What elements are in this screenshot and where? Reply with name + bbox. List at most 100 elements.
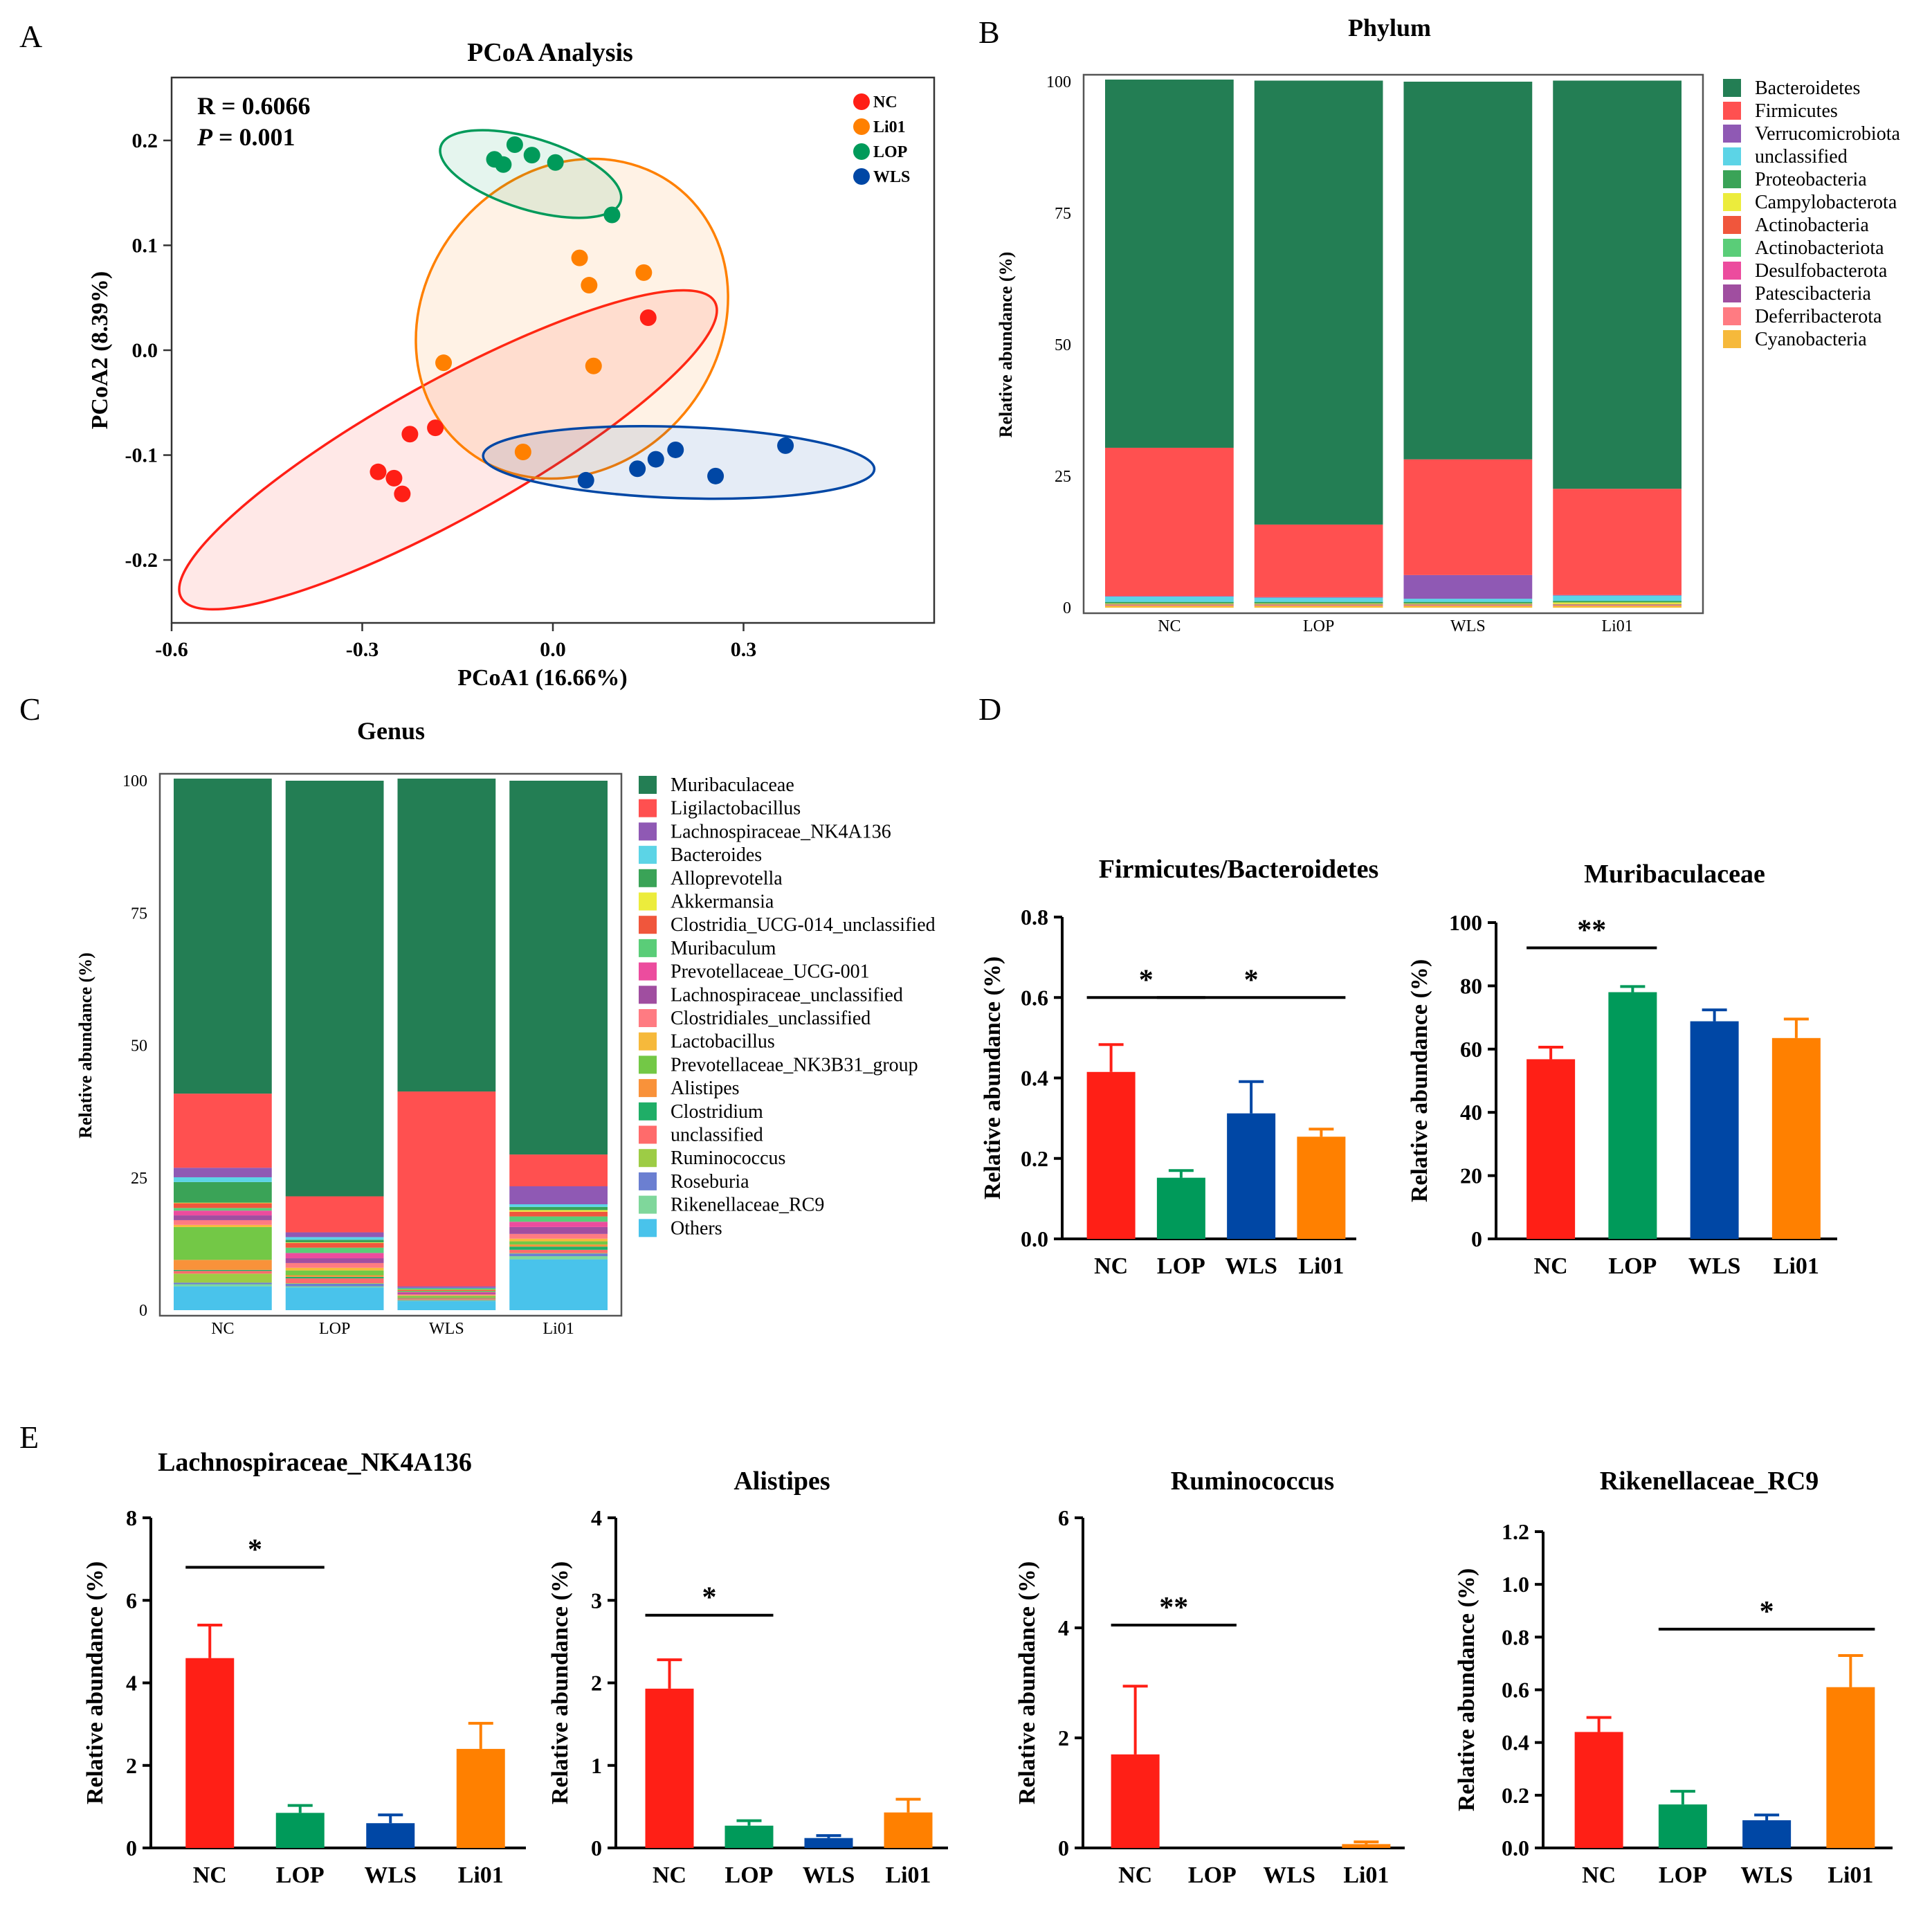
alistipes-y-tick-label: 1 xyxy=(591,1753,602,1778)
phylum-bar-wls-unclassified xyxy=(1403,599,1533,602)
pcoa-ellipse-nc xyxy=(178,289,718,611)
genus-bar-li01-prevotellaceae-nk3b31-group xyxy=(509,1241,608,1245)
phylum-legend-swatch-actinobacteria xyxy=(1723,216,1741,234)
genus-bar-li01-others xyxy=(509,1259,608,1310)
genus-bar-nc-ligilactobacillus xyxy=(174,1094,272,1168)
phylum-y-tick-label: 50 xyxy=(1055,336,1071,354)
muribaculaceae-bar-nc xyxy=(1527,1059,1576,1239)
genus-legend-label-prevotellaceae-ucg-001: Prevotellaceae_UCG-001 xyxy=(671,961,870,983)
pcoa-p-stat: P = 0.001 xyxy=(197,123,295,151)
lachnospiraceae-nk4a136-bar-lop xyxy=(275,1813,325,1848)
genus-legend-swatch-lachnospiraceae-unclassified xyxy=(639,986,657,1004)
genus-legend-label-clostridiales-unclassified: Clostridiales_unclassified xyxy=(671,1008,871,1029)
pcoa-point-li01-1 xyxy=(635,264,653,281)
phylum-legend-swatch-firmicutes xyxy=(1723,102,1741,120)
phylum-bar-nc-proteobacteria xyxy=(1105,601,1234,604)
rikenellaceae-rc9-x-tick-label-li01: Li01 xyxy=(1828,1862,1873,1888)
genus-bar-wls-unclassified xyxy=(397,1298,496,1300)
alistipes-y-tick-label: 2 xyxy=(591,1671,602,1696)
lachnospiraceae-nk4a136-y-tick-label: 4 xyxy=(126,1671,137,1696)
phylum-legend-swatch-deferribacterota xyxy=(1723,307,1741,325)
genus-legend-swatch-unclassified xyxy=(639,1125,657,1144)
genus-bar-li01-clostridia-ucg-014-unclassified xyxy=(509,1211,608,1217)
genus-bar-nc-clostridium xyxy=(174,1269,272,1271)
genus-bar-lop-muribaculaceae xyxy=(285,781,384,1197)
muribaculaceae-y-tick-label: 60 xyxy=(1460,1037,1482,1062)
genus-bar-nc-clostridiales-unclassified xyxy=(174,1220,272,1225)
phylum-legend-label-patescibacteria: Patescibacteria xyxy=(1755,283,1871,305)
lachnospiraceae-chart: Lachnospiraceae_NK4A136 0 2 4 6 8 Relative abu… xyxy=(82,1448,526,1888)
lachnospiraceae-nk4a136-bar-wls xyxy=(366,1823,415,1848)
lachnospiraceae-nk4a136-x-tick-label-lop: LOP xyxy=(276,1862,325,1888)
phylum-legend-swatch-campylobacterota xyxy=(1723,193,1741,211)
genus-legend-swatch-bacteroides xyxy=(639,846,657,864)
pcoa-legend-label-wls: WLS xyxy=(873,168,910,186)
ruminococcus-title: Ruminococcus xyxy=(1171,1467,1334,1496)
genus-bar-nc-prevotellaceae-nk3b31-group xyxy=(174,1226,272,1260)
genus-legend-swatch-roseburia xyxy=(639,1172,657,1190)
genus-bar-li01-unclassified xyxy=(509,1249,608,1253)
genus-bar-lop-rikenellaceae-rc9 xyxy=(285,1286,384,1288)
phylum-bar-lop-patescibacteria xyxy=(1254,605,1383,606)
panel-letter-a: A xyxy=(19,19,42,54)
ruminococcus-y-tick-label: 4 xyxy=(1058,1615,1069,1640)
genus-bar-lop-prevotellaceae-nk3b31-group xyxy=(285,1270,384,1276)
rikenellaceae-rc9-y-tick-label: 0.0 xyxy=(1502,1835,1529,1860)
ruminococcus-y-tick-label: 6 xyxy=(1058,1505,1069,1530)
genus-legend-swatch-muribaculum xyxy=(639,939,657,957)
genus-legend-swatch-lachnospiraceae-nk4a136 xyxy=(639,822,657,841)
phylum-legend-swatch-bacteroidetes xyxy=(1723,79,1741,97)
pcoa-y-tick-label: -0.1 xyxy=(125,444,158,467)
firmicutes-bacteroidetes-x-tick-label-lop: LOP xyxy=(1157,1253,1205,1279)
alistipes-x-tick-label-lop: LOP xyxy=(725,1862,774,1888)
genus-legend-swatch-lactobacillus xyxy=(639,1032,657,1051)
phylum-bar-nc-cyanobacteria xyxy=(1105,605,1234,608)
pcoa-legend-label-nc: NC xyxy=(873,93,897,111)
pcoa-point-lop-4 xyxy=(547,154,564,171)
genus-bar-li01-prevotellaceae-ucg-001 xyxy=(509,1222,608,1227)
genus-y-tick-label: 25 xyxy=(131,1170,147,1188)
alistipes-x-tick-label-li01: Li01 xyxy=(885,1862,931,1888)
phylum-bar-nc-actinobacteriota xyxy=(1105,604,1234,605)
rikenellaceae-rc9-bar-nc xyxy=(1574,1732,1623,1848)
genus-legend-label-muribaculum: Muribaculum xyxy=(671,938,776,959)
alistipes-title: Alistipes xyxy=(733,1467,830,1496)
genus-legend-label-roseburia: Roseburia xyxy=(671,1171,749,1193)
firmicutes-bacteroidetes-bar-li01 xyxy=(1297,1136,1346,1239)
phylum-bar-li01-unclassified xyxy=(1553,595,1682,601)
alistipes-bar-lop xyxy=(724,1825,774,1848)
genus-bar-li01-bacteroides xyxy=(509,1204,608,1207)
firmicutes-bacteroidetes-bar-nc xyxy=(1086,1071,1136,1239)
genus-bar-lop-ruminococcus xyxy=(285,1282,384,1284)
phylum-frame xyxy=(1082,73,1704,615)
alistipes-y-tick-label: 3 xyxy=(591,1588,602,1613)
pcoa-point-nc-0 xyxy=(639,309,657,327)
phylum-legend-swatch-desulfobacterota xyxy=(1723,262,1741,280)
genus-stacked-chart: Genus 0 25 50 75 100 Relative abundance (%) NC L… xyxy=(75,717,936,1338)
genus-bar-nc-rikenellaceae-rc9 xyxy=(174,1284,272,1287)
alistipes-x-tick-label-wls: WLS xyxy=(803,1862,855,1888)
firmicutes-bacteroidetes-y-tick-label: 0.6 xyxy=(1021,985,1048,1010)
phylum-bar-wls-firmicutes xyxy=(1403,459,1533,575)
rikenellaceae-rc9-y-tick-label: 0.4 xyxy=(1502,1730,1529,1755)
panel-letter-c: C xyxy=(19,691,41,727)
pcoa-legend-marker-nc xyxy=(853,93,870,110)
phylum-bar-lop-firmicutes xyxy=(1254,524,1383,597)
phylum-bar-li01-verrucomicrobiota xyxy=(1553,595,1682,596)
pcoa-x-tick-label: 0.3 xyxy=(731,638,757,661)
genus-legend-label-prevotellaceae-nk3b31-group: Prevotellaceae_NK3B31_group xyxy=(671,1054,918,1076)
pcoa-point-li01-3 xyxy=(435,354,453,372)
genus-bar-nc-akkermansia xyxy=(174,1202,272,1204)
genus-bar-wls-alloprevotella xyxy=(397,1288,496,1290)
muribaculaceae-y-tick-label: 80 xyxy=(1460,973,1482,998)
genus-bar-li01-ligilactobacillus xyxy=(509,1154,608,1186)
genus-legend-label-unclassified: unclassified xyxy=(671,1125,763,1146)
alistipes-bar-nc xyxy=(645,1688,694,1848)
lachnospiraceae-nk4a136-y-label: Relative abundance (%) xyxy=(82,1561,108,1804)
genus-bar-nc-unclassified xyxy=(174,1271,272,1274)
phylum-bar-nc-patescibacteria xyxy=(1105,605,1234,606)
panel-letter-d: D xyxy=(978,691,1001,727)
pcoa-y-tick-label: 0.0 xyxy=(132,339,158,362)
firmicutes-bacteroidetes-bar-wls xyxy=(1227,1113,1276,1239)
